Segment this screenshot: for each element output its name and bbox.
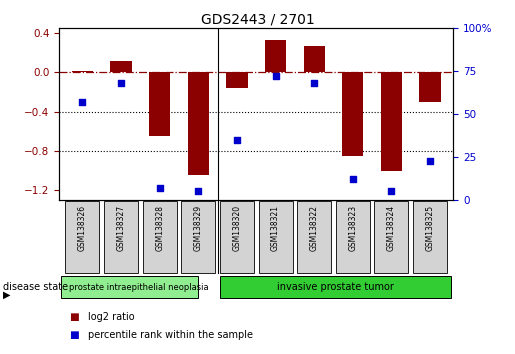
Bar [72, 70, 93, 73]
Point [349, 177, 357, 182]
Text: GSM138324: GSM138324 [387, 205, 396, 251]
Text: GSM138323: GSM138323 [348, 205, 357, 251]
Point [156, 185, 164, 191]
Bar [342, 73, 364, 156]
Point [194, 189, 202, 194]
Point [233, 137, 241, 143]
FancyBboxPatch shape [181, 201, 215, 273]
Text: GSM138326: GSM138326 [78, 205, 87, 251]
Text: GSM138329: GSM138329 [194, 205, 203, 251]
Text: invasive prostate tumor: invasive prostate tumor [277, 282, 394, 292]
Point [117, 80, 125, 86]
FancyBboxPatch shape [219, 276, 451, 298]
FancyBboxPatch shape [65, 201, 99, 273]
Point [310, 80, 318, 86]
Point [271, 74, 280, 79]
FancyBboxPatch shape [104, 201, 138, 273]
Text: ■: ■ [70, 312, 79, 322]
FancyBboxPatch shape [413, 201, 447, 273]
Text: ▶: ▶ [3, 290, 10, 299]
Bar [110, 61, 132, 73]
Bar [265, 40, 286, 73]
Text: GSM138328: GSM138328 [155, 205, 164, 251]
Point [78, 99, 87, 105]
FancyBboxPatch shape [374, 201, 408, 273]
Text: GSM138320: GSM138320 [232, 205, 242, 251]
FancyBboxPatch shape [220, 201, 254, 273]
FancyBboxPatch shape [336, 201, 370, 273]
Text: GSM138327: GSM138327 [116, 205, 126, 251]
Bar [226, 73, 248, 88]
Text: GSM138325: GSM138325 [425, 205, 435, 251]
Text: GSM138321: GSM138321 [271, 205, 280, 251]
Point [387, 189, 396, 194]
Text: log2 ratio: log2 ratio [88, 312, 134, 322]
Bar [381, 73, 402, 171]
FancyBboxPatch shape [61, 276, 198, 298]
Text: ■: ■ [70, 330, 79, 339]
Bar [419, 73, 441, 102]
Text: GDS2443 / 2701: GDS2443 / 2701 [201, 12, 314, 27]
FancyBboxPatch shape [259, 201, 293, 273]
Bar [187, 73, 209, 176]
Text: GSM138322: GSM138322 [310, 205, 319, 251]
Point [426, 158, 434, 163]
FancyBboxPatch shape [143, 201, 177, 273]
Bar [149, 73, 170, 136]
Text: percentile rank within the sample: percentile rank within the sample [88, 330, 252, 339]
Text: disease state: disease state [3, 282, 67, 292]
Bar [303, 46, 325, 73]
Text: prostate intraepithelial neoplasia: prostate intraepithelial neoplasia [68, 282, 208, 292]
FancyBboxPatch shape [297, 201, 331, 273]
